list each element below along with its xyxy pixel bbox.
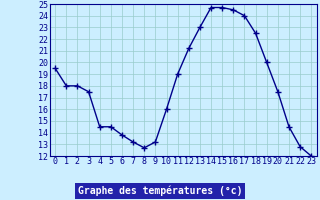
Text: Graphe des températures (°c): Graphe des températures (°c) <box>78 186 242 196</box>
